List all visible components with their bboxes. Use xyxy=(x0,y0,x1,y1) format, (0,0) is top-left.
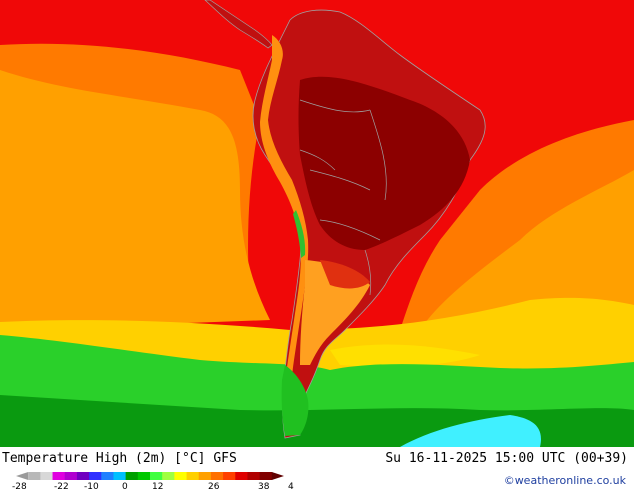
la-plata-red xyxy=(320,260,370,289)
colorbar-tick-label: 48 xyxy=(288,482,294,490)
colorbar-tick-label: 0 xyxy=(122,482,128,490)
central-america-land xyxy=(204,0,273,49)
ocean-light-orange-band xyxy=(0,70,270,330)
colorbar-tick-label: -10 xyxy=(84,482,99,490)
colorbar-swatch xyxy=(40,472,54,480)
colorbar-tick-label: 38 xyxy=(258,482,270,490)
credit-link[interactable]: ©weatheronline.co.uk xyxy=(503,474,626,487)
colorbar-swatch xyxy=(162,472,175,480)
andes-green-strip xyxy=(293,210,306,258)
colorbar-swatch xyxy=(235,472,248,480)
colorbar-swatch xyxy=(210,472,224,480)
colorbar-tick-label: -22 xyxy=(54,482,69,490)
colorbar-swatch xyxy=(16,472,29,480)
colorbar-tick-label: 26 xyxy=(208,482,220,490)
colorbar-swatch xyxy=(52,472,66,480)
country-borders xyxy=(299,99,387,296)
colorbar-tick-label: 12 xyxy=(152,482,163,490)
colorbar-swatch xyxy=(174,472,188,480)
colorbar-swatches xyxy=(16,472,284,480)
colorbar-ticks: -28 -22 -10 0 12 26 38 48 xyxy=(12,482,294,490)
colorbar-swatch xyxy=(150,472,163,480)
colorbar-swatch xyxy=(89,472,102,480)
map-title: Temperature High (2m) [°C] GFS xyxy=(2,451,237,466)
colorbar-swatch xyxy=(271,472,284,480)
colorbar-swatch xyxy=(28,472,41,480)
colorbar-swatch xyxy=(64,472,78,480)
land-very-hot-interior xyxy=(298,76,470,250)
colorbar-swatch xyxy=(223,472,236,480)
ocean-cyan-patch xyxy=(400,415,541,447)
colorbar-swatch xyxy=(125,472,139,480)
colorbar-swatch xyxy=(137,472,151,480)
colorbar-swatch xyxy=(186,472,200,480)
andes-mountains xyxy=(260,35,309,420)
map-footer: Temperature High (2m) [°C] GFS Su 16-11-… xyxy=(0,447,634,490)
ocean-light-orange-band-east xyxy=(420,170,634,340)
colorbar-swatch xyxy=(198,472,212,480)
temperature-colorbar: -28 -22 -10 0 12 26 38 48 xyxy=(12,472,294,490)
colorbar-swatch xyxy=(101,472,114,480)
colorbar-swatch xyxy=(259,472,273,480)
temperature-map xyxy=(0,0,634,447)
colorbar-tick-label: -28 xyxy=(12,482,27,490)
colorbar-swatch xyxy=(247,472,261,480)
valid-time: Su 16-11-2025 15:00 UTC (00+39) xyxy=(385,451,628,466)
colorbar-swatch xyxy=(76,472,90,480)
patagonia-green xyxy=(281,365,309,436)
colorbar-swatch xyxy=(113,472,127,480)
ocean-yellow-patch xyxy=(330,344,480,367)
